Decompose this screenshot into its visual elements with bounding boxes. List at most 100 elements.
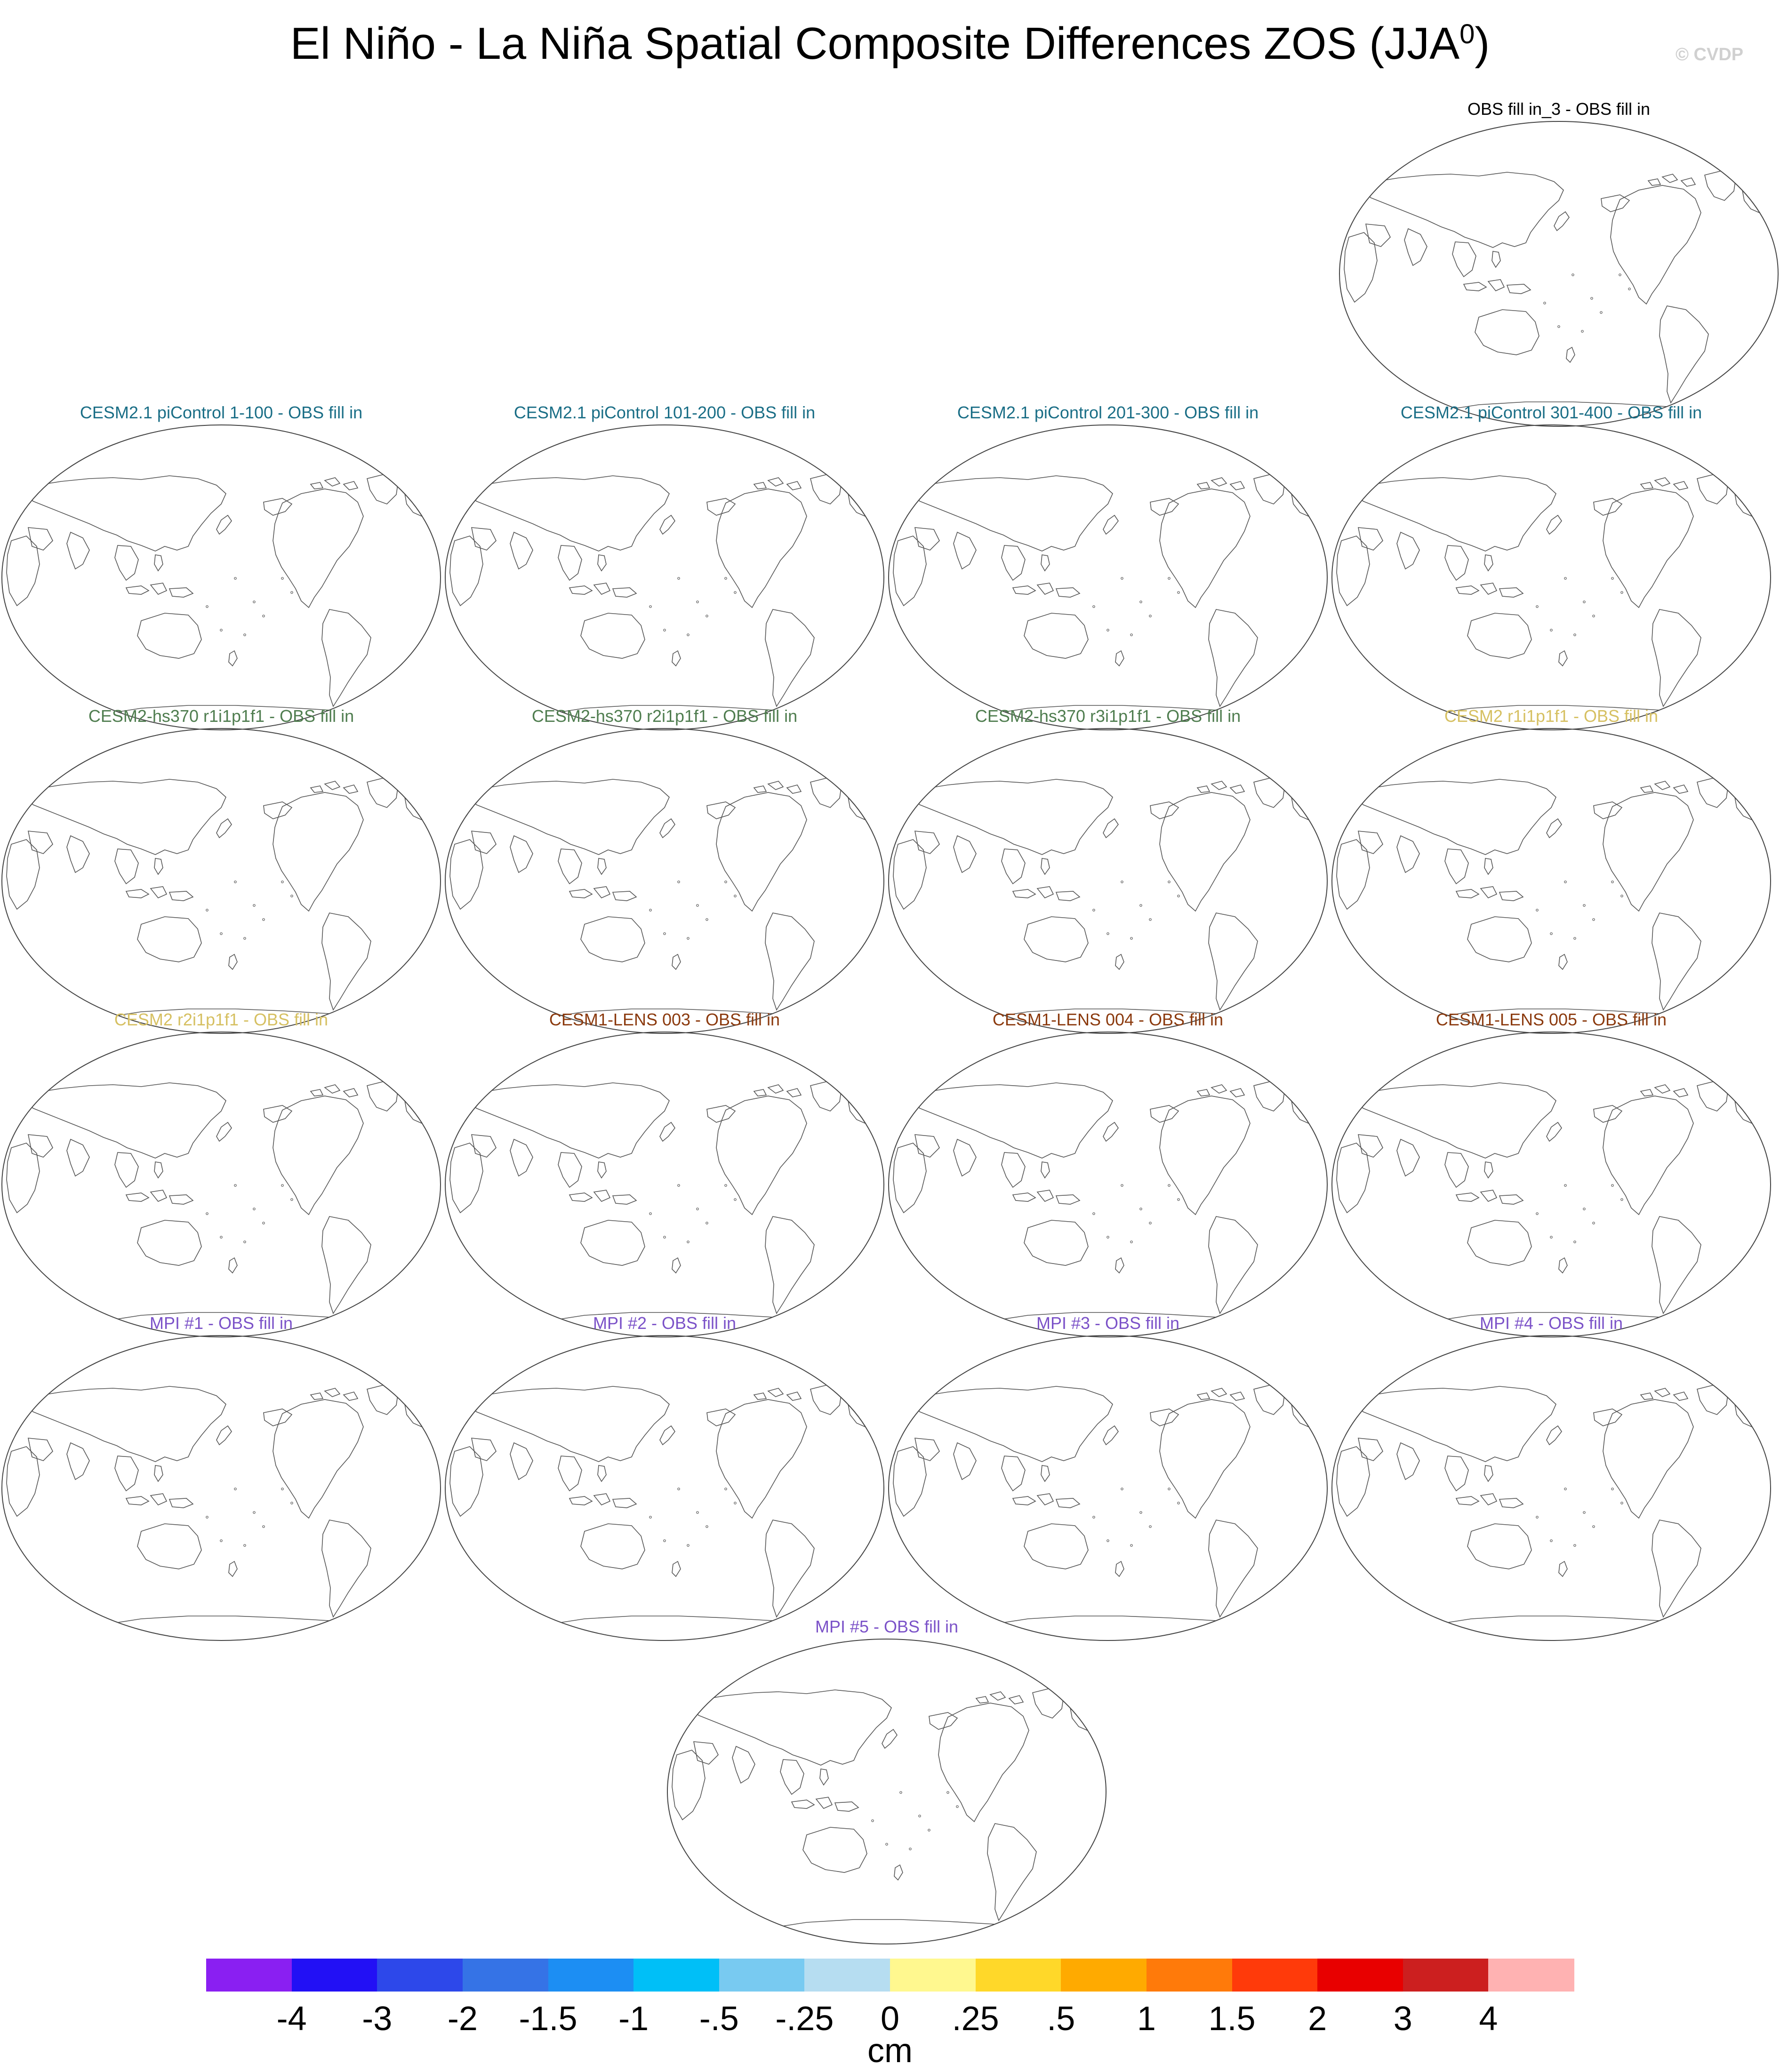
island bbox=[1600, 311, 1603, 314]
island bbox=[677, 1488, 680, 1490]
coastline bbox=[1652, 1216, 1701, 1314]
island bbox=[1121, 1488, 1123, 1490]
island bbox=[649, 1212, 652, 1215]
island bbox=[734, 591, 737, 594]
map-panel: CESM1-LENS 003 - OBS fill in bbox=[443, 1009, 886, 1339]
coastline bbox=[914, 1134, 940, 1158]
coastline bbox=[706, 1408, 736, 1426]
island bbox=[1590, 297, 1593, 300]
coastline bbox=[510, 835, 533, 873]
island bbox=[734, 895, 737, 897]
coastline bbox=[367, 473, 399, 504]
coastline bbox=[1546, 818, 1562, 839]
coastline bbox=[597, 1161, 607, 1179]
coastline bbox=[1103, 1121, 1119, 1142]
coastline bbox=[1654, 477, 1671, 487]
island bbox=[1573, 1544, 1576, 1547]
colorbar-swatch bbox=[206, 1959, 292, 1992]
coastline bbox=[1558, 953, 1568, 970]
island bbox=[687, 633, 690, 636]
map-panel: CESM2-hs370 r2i1p1f1 - OBS fill in bbox=[443, 706, 886, 1035]
island bbox=[706, 1222, 708, 1224]
coastline bbox=[1499, 1194, 1524, 1205]
coastline bbox=[914, 1438, 940, 1461]
island bbox=[724, 1488, 727, 1490]
island bbox=[1564, 1184, 1567, 1187]
coastline bbox=[580, 916, 645, 962]
coastline bbox=[1344, 232, 1378, 303]
coastline bbox=[216, 1121, 232, 1142]
coastline bbox=[114, 848, 139, 885]
coastline bbox=[273, 1399, 364, 1519]
coastline bbox=[1211, 1084, 1227, 1094]
coastline bbox=[1640, 1392, 1654, 1400]
panel-title: CESM2.1 piControl 301-400 - OBS fill in bbox=[1400, 403, 1702, 422]
panel-title: MPI #1 - OBS fill in bbox=[149, 1313, 293, 1333]
coastline bbox=[98, 1616, 358, 1626]
coastline bbox=[987, 1823, 1037, 1921]
coastline bbox=[125, 1192, 150, 1202]
coastline bbox=[154, 858, 163, 875]
coastline bbox=[1211, 477, 1227, 487]
island bbox=[946, 1791, 949, 1794]
island bbox=[663, 1539, 666, 1542]
coastlines bbox=[1336, 1080, 1765, 1322]
coastline bbox=[558, 848, 582, 885]
coastline bbox=[810, 1080, 842, 1112]
coastline bbox=[612, 587, 637, 598]
map-panel: CESM1-LENS 005 - OBS fill in bbox=[1330, 1009, 1772, 1339]
colorbar-swatch bbox=[633, 1959, 720, 1992]
coastline bbox=[1640, 482, 1654, 489]
island bbox=[871, 1819, 874, 1822]
coastline bbox=[786, 1088, 802, 1097]
panel-title: CESM2.1 piControl 1-100 - OBS fill in bbox=[80, 403, 363, 422]
coastline bbox=[810, 777, 842, 808]
map-panel: MPI #4 - OBS fill in bbox=[1330, 1313, 1772, 1642]
island bbox=[281, 880, 284, 883]
coastline bbox=[1697, 1080, 1729, 1112]
island bbox=[1572, 273, 1574, 276]
coastline bbox=[1253, 777, 1285, 808]
island bbox=[1168, 1488, 1171, 1490]
coastline bbox=[1546, 514, 1562, 535]
coastline bbox=[1452, 241, 1476, 278]
colorbar-swatch bbox=[1317, 1959, 1403, 1992]
coastline bbox=[580, 1523, 645, 1569]
coastline bbox=[1363, 172, 1564, 248]
coastline bbox=[125, 889, 150, 898]
coastline bbox=[1396, 1138, 1420, 1177]
colorbar-swatch bbox=[548, 1959, 634, 1992]
coastline bbox=[469, 475, 670, 552]
chart-title-superscript: 0 bbox=[1459, 19, 1475, 49]
island bbox=[1564, 880, 1567, 883]
coastline bbox=[1150, 1408, 1179, 1426]
coastline bbox=[1593, 1408, 1623, 1426]
island bbox=[1543, 302, 1546, 304]
coastline bbox=[469, 1082, 670, 1159]
coastlines bbox=[6, 1080, 435, 1322]
island bbox=[706, 918, 708, 921]
colorbar-tick-label: .25 bbox=[952, 2000, 999, 2038]
island bbox=[687, 937, 690, 940]
coastline bbox=[810, 473, 842, 504]
coastline bbox=[558, 1152, 582, 1188]
island bbox=[1168, 1184, 1171, 1187]
coastlines bbox=[893, 1080, 1322, 1322]
coastline bbox=[659, 1425, 675, 1446]
coastline bbox=[802, 1827, 867, 1873]
world-map bbox=[445, 424, 884, 730]
island bbox=[1177, 895, 1180, 897]
coastline bbox=[593, 886, 611, 898]
coastline bbox=[893, 1446, 927, 1517]
island bbox=[1168, 880, 1171, 883]
coastlines bbox=[6, 1384, 435, 1626]
coastline bbox=[1229, 1088, 1245, 1097]
coastline bbox=[593, 1190, 611, 1202]
coastline bbox=[1358, 1438, 1383, 1461]
coastline bbox=[1396, 1442, 1420, 1480]
colorbar-swatch bbox=[377, 1959, 463, 1992]
coastline bbox=[765, 912, 815, 1011]
coastline bbox=[510, 1442, 533, 1480]
island bbox=[1550, 629, 1553, 632]
coastline bbox=[1055, 891, 1081, 901]
